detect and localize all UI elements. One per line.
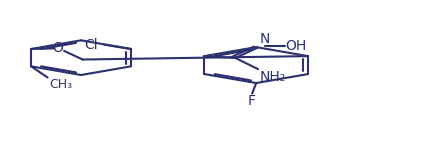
Text: Cl: Cl — [84, 38, 98, 52]
Text: N: N — [260, 32, 270, 46]
Text: NH₂: NH₂ — [260, 70, 286, 84]
Text: CH₃: CH₃ — [49, 78, 73, 91]
Text: F: F — [248, 94, 256, 108]
Text: O: O — [52, 41, 63, 55]
Text: OH: OH — [286, 39, 307, 53]
